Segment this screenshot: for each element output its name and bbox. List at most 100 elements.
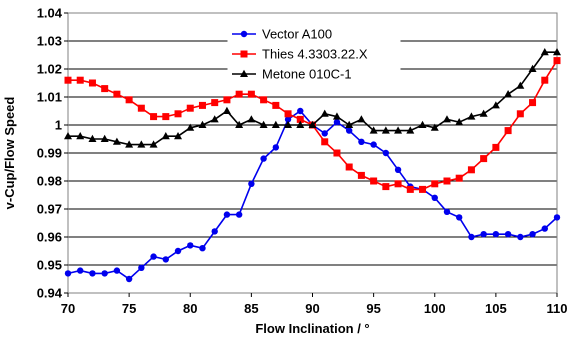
data-point: [345, 127, 353, 134]
data-point: [272, 144, 280, 151]
data-point: [468, 233, 475, 241]
data-point: [456, 214, 463, 221]
data-point: [174, 110, 182, 118]
data-point: [516, 110, 524, 118]
x-tick-label: 80: [183, 301, 197, 316]
y-axis-title: v-Cup/Flow Speed: [2, 97, 17, 210]
data-point: [89, 270, 96, 277]
data-point: [284, 110, 292, 118]
data-point: [406, 185, 414, 193]
legend-item: Thies 4.3303.22.X: [232, 47, 368, 62]
y-tick-label: 1.03: [37, 34, 62, 49]
x-tick-label: 110: [547, 301, 568, 316]
data-point: [88, 134, 97, 142]
data-point: [198, 101, 206, 109]
data-point: [64, 76, 72, 84]
data-point: [260, 96, 268, 104]
legend-label: Metone 010C-1: [262, 67, 352, 82]
y-tick-label: 1: [55, 118, 62, 133]
data-point: [162, 256, 169, 263]
data-point: [248, 180, 255, 187]
data-point: [320, 109, 329, 117]
data-point: [161, 132, 170, 140]
y-tick-label: 0.98: [37, 174, 62, 189]
legend-marker: [240, 30, 248, 38]
x-tick-label: 75: [122, 301, 136, 316]
data-point: [480, 231, 487, 238]
x-tick-label: 70: [61, 301, 75, 316]
data-point: [247, 115, 256, 123]
data-point: [235, 90, 243, 98]
legend-label: Thies 4.3303.22.X: [262, 47, 368, 62]
y-tick-label: 0.94: [37, 286, 63, 301]
data-point: [64, 132, 72, 140]
data-point: [516, 81, 525, 89]
data-point: [345, 163, 353, 171]
data-point: [418, 120, 427, 128]
data-point: [553, 214, 561, 221]
legend-item: Metone 010C-1: [232, 67, 352, 82]
data-point: [419, 185, 427, 193]
legend-item: Vector A100: [232, 27, 332, 42]
data-point: [517, 233, 524, 241]
data-point: [431, 180, 439, 188]
data-point: [479, 109, 488, 117]
data-point: [100, 134, 109, 142]
data-point: [345, 120, 354, 128]
data-point: [455, 118, 464, 126]
data-point: [480, 155, 488, 163]
data-point: [467, 112, 476, 120]
data-point: [150, 113, 158, 121]
data-point: [443, 177, 451, 185]
data-point: [504, 90, 513, 98]
legend-label: Vector A100: [262, 27, 332, 42]
y-tick-label: 0.99: [37, 146, 62, 161]
data-point: [210, 115, 219, 123]
data-point: [332, 112, 341, 120]
data-point: [198, 120, 207, 128]
data-point: [125, 275, 133, 283]
data-point: [467, 166, 475, 174]
x-tick-label: 100: [424, 301, 446, 316]
data-point: [76, 132, 85, 140]
legend-marker: [240, 69, 248, 77]
data-point: [247, 90, 255, 98]
series-1: [64, 57, 561, 193]
data-point: [211, 99, 219, 107]
data-point: [443, 208, 451, 215]
axes: 0.94 0.95 0.96 0.97 0.98 0.99 1 1.01 1.02 1.03 1.0…: [37, 6, 568, 317]
data-point: [369, 126, 378, 134]
data-point: [101, 85, 109, 93]
data-point: [260, 155, 267, 162]
data-point: [222, 106, 231, 114]
data-point: [211, 228, 218, 235]
data-point: [491, 101, 500, 109]
data-point: [492, 143, 500, 151]
data-point: [149, 140, 158, 148]
data-point: [223, 211, 231, 218]
y-tick-label: 1.02: [37, 62, 62, 77]
data-point: [186, 104, 194, 112]
data-point: [284, 120, 293, 128]
data-point: [382, 149, 390, 157]
x-tick-label: 105: [485, 301, 507, 316]
data-point: [394, 166, 402, 173]
data-point: [442, 115, 451, 123]
data-point: [150, 253, 157, 260]
data-point: [540, 48, 549, 56]
data-point: [370, 141, 377, 148]
data-point: [529, 99, 537, 107]
data-point: [553, 48, 561, 56]
data-point: [199, 245, 206, 252]
data-point: [125, 140, 134, 148]
data-point: [333, 149, 341, 157]
data-point: [112, 137, 121, 145]
data-point: [113, 267, 121, 274]
data-point: [76, 76, 84, 84]
data-point: [174, 132, 183, 140]
y-tick-label: 0.97: [37, 202, 62, 217]
data-point: [297, 107, 304, 115]
x-tick-label: 90: [305, 301, 319, 316]
data-point: [553, 57, 561, 65]
